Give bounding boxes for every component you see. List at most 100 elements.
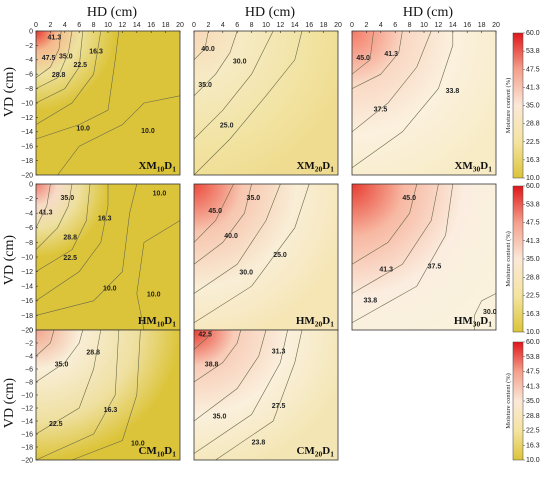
colorbar-tick-label: 41.3 (526, 383, 540, 390)
panel-field (194, 184, 338, 330)
panel-field (352, 31, 496, 175)
contour-value-label: 45.0 (402, 195, 416, 202)
contour-line (351, 183, 439, 294)
y-tick-label: −18 (21, 158, 33, 165)
panel-label: CM10D1 (138, 445, 176, 459)
x-tick-label: 8 (92, 22, 96, 29)
contour-line (351, 183, 418, 265)
y-tick-label: −20 (21, 457, 33, 464)
y-tick-label: −12 (21, 405, 33, 412)
contour-line (193, 183, 310, 323)
contour-line (35, 183, 91, 272)
contour-line (193, 30, 238, 97)
y-tick-label: −2 (25, 340, 33, 347)
panel-label: HM30D1 (454, 315, 492, 329)
colorbar-tick-label: 41.3 (526, 238, 540, 245)
x-tick-label: 8 (250, 22, 254, 29)
x-tick-label: 6 (393, 22, 397, 29)
colorbar-tick-label: 47.5 (526, 66, 540, 73)
contour-value-label: 30.0 (239, 270, 253, 277)
contour-line (57, 95, 181, 176)
y-axis-title-row2: VD (cm) (2, 235, 17, 285)
contour-value-label: 38.8 (205, 361, 219, 368)
x-tick-label: 4 (221, 22, 225, 29)
contour-value-label: 10.0 (76, 125, 90, 132)
y-tick-label: −6 (25, 366, 33, 373)
x-tick-label: 14 (133, 22, 141, 29)
colorbar-tick-label: 22.5 (526, 139, 540, 146)
colorbar-tick-label: 60.0 (526, 183, 540, 190)
contour-line (35, 30, 102, 125)
x-tick-label: 16 (147, 22, 155, 29)
contour-line (35, 183, 138, 316)
contour-line (193, 329, 267, 422)
x-tick-label: 2 (364, 22, 368, 29)
x-tick-label: 20 (176, 22, 184, 29)
contour-line (35, 329, 120, 461)
colorbar-tick-label: 10.0 (526, 457, 540, 464)
colorbar-tick-label: 60.0 (526, 30, 540, 37)
panel-label: XM20D1 (296, 160, 334, 174)
x-tick-label: 10 (104, 22, 112, 29)
contour-line (35, 30, 84, 104)
colorbar-gradient (512, 341, 524, 461)
x-tick-label: 0 (350, 22, 354, 29)
panel-label: XM30D1 (454, 160, 492, 174)
colorbar-tick-label: 28.8 (526, 121, 540, 128)
contour-line (35, 30, 73, 89)
contour-value-label: 28.8 (86, 350, 100, 357)
contour-value-label: 10.0 (153, 191, 167, 198)
colorbar-tick-label: 47.5 (526, 220, 540, 227)
panel-label: XM10D1 (138, 160, 176, 174)
panel-3: 0 −2 −4 −6 −8 −10 −12 −14 −16 −18 −20 41.3 35.0 28.8 2… (21, 181, 181, 334)
y-tick-label: −4 (25, 57, 33, 64)
contour-value-label: 10.0 (147, 291, 161, 298)
y-tick-label: −12 (21, 115, 33, 122)
colorbar-tick-label: 35.0 (526, 256, 540, 263)
contour-line (35, 329, 55, 357)
panel-1: 0 2 4 6 8 10 12 14 16 18 20 40.0 35.0 30.0 25.0 XM20D1 (192, 22, 342, 176)
y-tick-label: −16 (21, 144, 33, 151)
x-tick-label: 14 (291, 22, 299, 29)
colorbar-tick-label: 10.0 (526, 329, 540, 336)
contour-line (351, 30, 374, 75)
x-tick-label: 10 (420, 22, 428, 29)
x-tick-label: 4 (379, 22, 383, 29)
y-tick-label: −14 (21, 284, 33, 291)
y-tick-label: −4 (25, 211, 33, 218)
contour-value-label: 40.0 (224, 233, 238, 240)
contour-line (193, 329, 213, 350)
y-tick-label: −18 (21, 444, 33, 451)
panel-field (352, 184, 496, 330)
colorbar-gradient (512, 185, 524, 333)
contour-line (215, 329, 303, 461)
colorbar-tick-label: 35.0 (526, 398, 540, 405)
x-tick-label: 18 (320, 22, 328, 29)
x-tick-label: 2 (48, 22, 52, 29)
x-tick-label: 2 (206, 22, 210, 29)
panel-field (194, 330, 338, 460)
contour-value-label: 40.0 (201, 46, 215, 53)
x-axis-title-col3: HD (cm) (403, 5, 453, 20)
panel-field (36, 31, 180, 175)
y-tick-label: −20 (21, 172, 33, 179)
x-tick-label: 16 (305, 22, 313, 29)
y-tick-label: −18 (21, 313, 33, 320)
colorbar-tick-label: 53.8 (526, 354, 540, 361)
contour-value-label: 42.5 (198, 332, 212, 339)
contour-line (35, 30, 120, 140)
contour-value-label: 41.3 (379, 267, 393, 274)
panel-7: 42.5 38.8 31.3 35.0 27.5 23.8 CM20D1 (193, 329, 339, 461)
contour-value-label: 35.0 (60, 195, 74, 202)
contour-value-label: 35.0 (247, 195, 261, 202)
contour-line (351, 30, 403, 89)
panel-0: 0 2 4 6 8 10 12 14 16 18 20 0 −2 −4 −6 −8 −10 −12 −14 −16 −1… (21, 22, 184, 179)
contour-value-label: 28.8 (52, 72, 66, 79)
contour-line (35, 183, 51, 228)
y-tick-label: −10 (21, 392, 33, 399)
y-tick-label: −6 (25, 72, 33, 79)
y-tick-label: −4 (25, 353, 33, 360)
panel-label: CM20D1 (296, 445, 334, 459)
y-tick-label: −20 (21, 327, 33, 334)
